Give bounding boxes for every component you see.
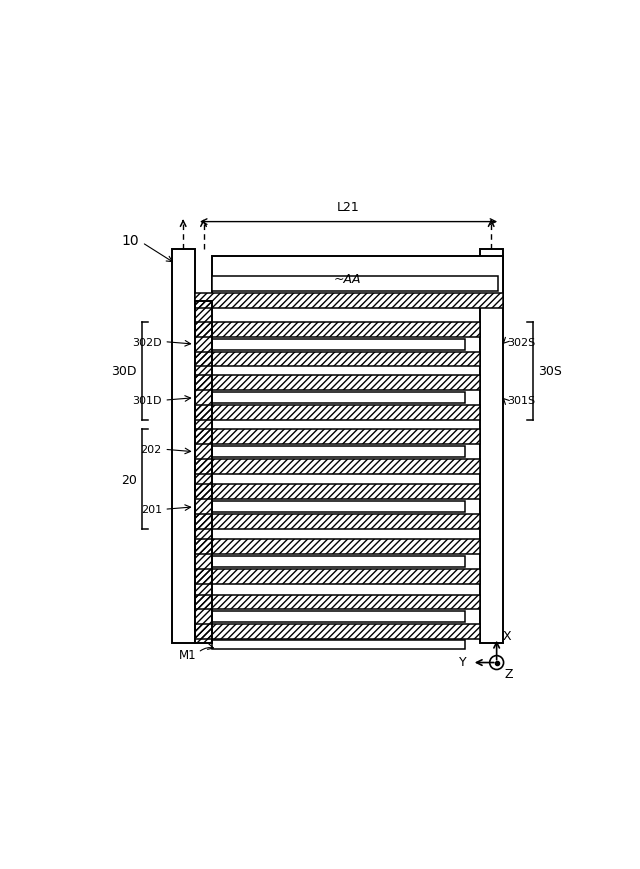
Bar — [195, 540, 480, 554]
Bar — [195, 294, 502, 308]
Bar — [195, 322, 480, 337]
Bar — [195, 406, 480, 421]
Text: 302S: 302S — [508, 337, 536, 348]
Bar — [480, 249, 502, 643]
Text: 30S: 30S — [538, 365, 562, 378]
Bar — [195, 352, 480, 367]
Bar — [212, 640, 465, 649]
Text: 20: 20 — [121, 474, 137, 487]
Bar — [212, 276, 498, 291]
Bar — [195, 625, 480, 640]
Text: L21: L21 — [337, 201, 360, 214]
Text: X: X — [503, 629, 512, 642]
Bar — [195, 540, 480, 554]
Bar — [195, 430, 480, 445]
Bar — [195, 460, 480, 474]
Text: 10: 10 — [122, 234, 140, 248]
Text: 302D: 302D — [132, 337, 162, 348]
Bar — [195, 514, 480, 529]
Text: Z: Z — [504, 667, 513, 680]
Bar — [195, 322, 480, 337]
Bar — [212, 393, 465, 404]
Bar — [195, 569, 480, 584]
Text: 201: 201 — [141, 505, 162, 514]
Text: Y: Y — [459, 655, 467, 667]
Text: 301D: 301D — [132, 395, 162, 406]
Bar — [195, 514, 480, 529]
Bar — [212, 447, 465, 458]
Text: ~AA: ~AA — [334, 272, 362, 285]
Bar — [212, 612, 465, 623]
Text: M1: M1 — [179, 648, 196, 660]
Bar — [195, 595, 480, 610]
Text: 301S: 301S — [508, 395, 536, 406]
Text: 30D: 30D — [111, 365, 137, 378]
Bar — [195, 485, 480, 500]
Bar — [212, 339, 465, 350]
Bar — [195, 352, 480, 367]
Bar — [195, 302, 212, 643]
Bar — [195, 625, 480, 640]
Bar — [195, 294, 502, 308]
Bar — [195, 569, 480, 584]
Bar — [212, 501, 465, 513]
Bar — [195, 430, 480, 445]
Bar — [195, 460, 480, 474]
Text: 202: 202 — [141, 445, 162, 454]
Bar — [195, 406, 480, 421]
Bar — [195, 485, 480, 500]
Bar — [195, 376, 480, 391]
Bar — [212, 556, 465, 567]
Bar — [172, 249, 195, 643]
Bar — [195, 595, 480, 610]
Bar — [195, 302, 212, 643]
Bar — [212, 256, 502, 306]
Bar — [195, 376, 480, 391]
